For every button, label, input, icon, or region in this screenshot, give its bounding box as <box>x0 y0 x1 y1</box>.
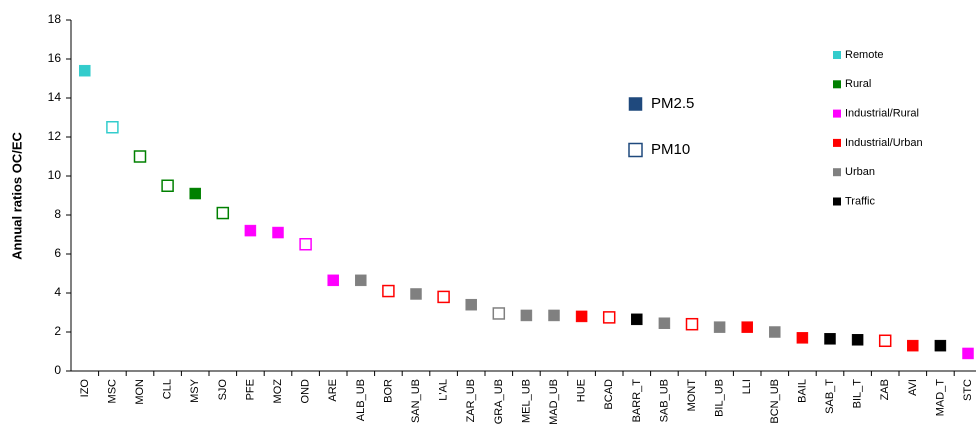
x-tick-label: LLI <box>741 379 753 394</box>
marker <box>769 326 781 338</box>
x-tick-label: MON <box>134 379 146 405</box>
marker <box>189 187 201 200</box>
marker <box>465 298 477 311</box>
x-tick-label: MAD_T <box>934 379 946 417</box>
marker <box>520 309 533 322</box>
marker <box>272 226 284 239</box>
y-tick-label: 2 <box>54 324 61 338</box>
marker <box>741 321 753 333</box>
legend-label: Rural <box>845 78 871 90</box>
marker <box>575 310 588 323</box>
fraction-label: PM2.5 <box>651 95 694 112</box>
legend-label: Remote <box>845 49 884 61</box>
marker <box>685 317 699 331</box>
x-tick-label: ZAR_UB <box>465 379 477 422</box>
x-tick-label: SAB_T <box>824 379 836 414</box>
marker <box>796 332 809 344</box>
x-tick-label: ZAB <box>879 379 891 400</box>
x-tick-label: STC <box>962 379 974 401</box>
x-tick-label: BAIL <box>796 379 808 403</box>
x-tick-label: ARE <box>327 379 339 402</box>
x-tick-label: BIL_T <box>852 379 864 409</box>
marker <box>878 334 892 348</box>
x-tick-label: CLL <box>162 379 174 399</box>
legend-label: Industrial/Rural <box>845 108 919 120</box>
x-tick-label: HUE <box>576 379 588 402</box>
marker <box>851 334 864 346</box>
x-tick-label: SAB_UB <box>658 379 670 422</box>
marker <box>492 307 506 320</box>
marker <box>824 333 836 345</box>
y-tick-label: 10 <box>48 168 62 182</box>
legend-swatch <box>833 138 841 147</box>
fraction-swatch <box>628 142 643 158</box>
x-tick-label: AVI <box>907 379 919 396</box>
x-tick-label: ALB_UB <box>355 379 367 421</box>
marker <box>658 317 671 329</box>
x-tick-label: MONT <box>686 379 698 412</box>
marker <box>133 150 147 163</box>
marker <box>962 347 974 360</box>
fraction-label: PM10 <box>651 141 690 158</box>
legend-label: Industrial/Urban <box>845 137 923 149</box>
marker <box>244 224 257 237</box>
marker <box>79 64 91 77</box>
marker <box>631 313 643 326</box>
marker <box>907 339 919 352</box>
x-tick-label: L'AL <box>438 379 450 401</box>
legend-swatch <box>833 80 841 89</box>
legend-swatch <box>833 51 841 59</box>
x-tick-label: BCAD <box>603 379 615 410</box>
marker <box>713 321 726 333</box>
y-tick-label: 14 <box>48 90 62 104</box>
y-tick-label: 16 <box>48 51 62 65</box>
x-tick-label: MOZ <box>272 379 284 404</box>
marker <box>602 311 616 324</box>
x-tick-label: SAN_UB <box>410 379 422 423</box>
x-tick-label: OND <box>300 379 312 404</box>
marker <box>216 206 230 220</box>
marker <box>934 339 947 352</box>
legend-label: Urban <box>845 166 875 178</box>
marker <box>327 274 339 287</box>
marker <box>410 288 422 300</box>
legend-swatch <box>833 197 841 206</box>
y-tick-label: 6 <box>54 246 61 260</box>
y-tick-label: 8 <box>54 207 61 221</box>
x-tick-label: GRA_UB <box>493 379 505 424</box>
marker <box>437 290 450 304</box>
x-tick-label: PFE <box>244 379 256 400</box>
fraction-swatch <box>628 97 643 111</box>
legend-swatch <box>833 109 841 118</box>
y-tick-label: 18 <box>48 12 62 26</box>
x-tick-label: BOR <box>382 379 394 403</box>
marker <box>299 238 312 251</box>
marker <box>161 179 174 192</box>
marker <box>106 121 119 134</box>
x-tick-label: MAD_UB <box>548 379 560 425</box>
legend-label: Traffic <box>845 195 875 207</box>
y-axis-label: Annual ratios OC/EC <box>9 131 24 259</box>
y-tick-label: 0 <box>54 363 61 377</box>
x-tick-label: SJO <box>217 379 229 401</box>
x-tick-label: MEL_UB <box>520 379 532 423</box>
legend-swatch <box>833 168 841 177</box>
x-tick-label: BCN_UB <box>769 379 781 424</box>
marker <box>355 274 367 287</box>
y-tick-label: 12 <box>48 129 62 143</box>
x-tick-label: MSY <box>189 378 201 403</box>
marker <box>382 284 395 298</box>
x-tick-label: MSC <box>106 379 118 404</box>
x-tick-label: BARR_T <box>631 379 643 423</box>
x-tick-label: BIL_UB <box>714 379 726 417</box>
x-tick-label: IZO <box>79 379 91 398</box>
marker <box>548 309 560 322</box>
y-tick-label: 4 <box>54 285 61 299</box>
